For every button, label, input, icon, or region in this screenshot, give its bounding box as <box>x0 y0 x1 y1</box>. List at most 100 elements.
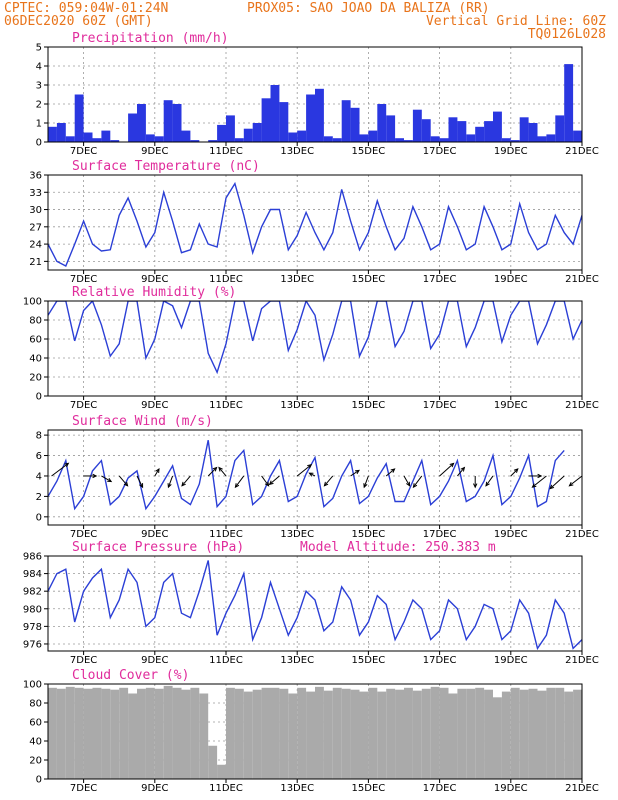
wind-arrow <box>385 468 395 477</box>
bar <box>128 113 137 142</box>
wind-arrow-head <box>549 484 555 490</box>
wind-arrow-head <box>354 469 360 475</box>
bar <box>466 134 476 142</box>
wind-arrow <box>101 475 112 483</box>
wind-arrow-head <box>568 481 574 487</box>
bar <box>332 138 342 142</box>
wind-arrow <box>269 475 280 485</box>
wind-arrow-head <box>473 483 478 489</box>
bar <box>484 121 493 142</box>
header-grid-note: Vertical Grid Line: 60Z <box>426 14 606 29</box>
y-tick-label: 24 <box>29 240 42 251</box>
bar <box>377 104 387 142</box>
bar <box>341 688 351 779</box>
y-tick-label: 8 <box>36 431 42 442</box>
wind-arrow-head <box>167 483 172 489</box>
wind-arrow <box>510 468 519 477</box>
bar <box>172 104 182 142</box>
y-tick-label: 2 <box>36 492 42 503</box>
x-tick-label: 17DEC <box>423 529 457 540</box>
bar <box>226 687 235 779</box>
bar <box>208 140 218 142</box>
series-line <box>48 301 582 375</box>
panel-border <box>47 683 583 780</box>
y-tick-label: 80 <box>29 316 42 327</box>
y-tick-label: 27 <box>29 222 42 233</box>
panel-title: Precipitation (mm/h) <box>72 31 229 46</box>
wind-arrow <box>234 475 245 488</box>
wind-arrow <box>51 462 69 477</box>
wind-arrow-head <box>412 483 418 489</box>
y-tick-label: 1 <box>36 119 42 130</box>
panel-plot-area <box>48 301 582 375</box>
x-tick-label: 7DEC <box>70 655 97 666</box>
x-tick-label: 19DEC <box>494 655 528 666</box>
panel-plot-area <box>48 64 582 142</box>
x-tick-label: 15DEC <box>352 783 386 794</box>
y-tick-label: 980 <box>23 604 42 615</box>
x-tick-label: 21DEC <box>565 529 599 540</box>
x-tick-label: 9DEC <box>141 655 168 666</box>
bar <box>430 686 440 779</box>
bar <box>110 140 120 142</box>
y-tick-label: 0 <box>36 138 42 149</box>
x-tick-label: 9DEC <box>141 783 168 794</box>
panel-1: 21 24 27 30 33 36 7DEC 9DEC 11DEC 13DEC 15DEC 17DEC… <box>29 159 599 285</box>
panel-plot-area <box>48 685 582 779</box>
panel-annotation: Model Altitude: 250.383 m <box>300 540 496 555</box>
x-tick-label: 13DEC <box>280 783 314 794</box>
wind-arrow-head <box>139 483 144 489</box>
wind-arrow-head <box>406 481 411 487</box>
wind-arrow <box>136 475 144 488</box>
panel-title: Relative Humidity (%) <box>72 285 236 300</box>
x-tick-label: 7DEC <box>70 783 97 794</box>
x-tick-label: 13DEC <box>280 529 314 540</box>
wind-arrow <box>549 475 565 489</box>
bar <box>217 124 226 142</box>
y-tick-label: 33 <box>29 188 42 199</box>
wind-arrow-head <box>537 473 543 479</box>
wind-arrow-head <box>212 466 218 472</box>
y-tick-label: 100 <box>23 297 42 308</box>
x-tick-label: 7DEC <box>70 400 97 411</box>
series-line <box>48 560 582 651</box>
bar <box>172 687 182 779</box>
x-tick-label: 9DEC <box>141 146 168 157</box>
bar <box>510 687 520 779</box>
x-tick-label: 11DEC <box>209 400 243 411</box>
wind-arrow-head <box>531 483 537 488</box>
bar <box>306 94 315 142</box>
bar <box>475 687 485 779</box>
panel-border <box>47 46 583 143</box>
wind-arrow <box>569 475 582 487</box>
panel-5: 0 20 40 60 80 100 7DEC 9DEC 11DEC 13DEC 15DEC 17DEC… <box>23 668 599 794</box>
panel-2: 0 20 40 60 80 100 7DEC 9DEC 11DEC 13DEC 15DEC 17DEC… <box>23 285 599 411</box>
wind-arrow-head <box>363 483 368 489</box>
bar <box>421 688 431 779</box>
bar <box>528 688 538 779</box>
bar <box>154 136 164 142</box>
bar <box>404 140 413 142</box>
x-tick-label: 19DEC <box>494 529 528 540</box>
bar <box>323 136 333 142</box>
x-tick-label: 15DEC <box>352 274 386 285</box>
x-tick-label: 17DEC <box>423 146 457 157</box>
bar <box>510 140 520 142</box>
bar <box>181 130 191 142</box>
bar <box>199 693 209 779</box>
wind-arrow <box>457 467 465 477</box>
bar <box>110 689 120 779</box>
x-tick-label: 21DEC <box>565 400 599 411</box>
wind-arrow <box>485 475 494 487</box>
x-tick-label: 13DEC <box>280 274 314 285</box>
y-tick-label: 20 <box>29 373 42 384</box>
y-tick-label: 60 <box>29 718 42 729</box>
bar <box>226 115 235 142</box>
y-tick-label: 4 <box>36 471 42 482</box>
bar <box>288 132 298 142</box>
x-tick-label: 11DEC <box>209 783 243 794</box>
bar <box>137 688 146 779</box>
bar <box>359 691 369 779</box>
bar <box>279 102 289 142</box>
panel-title: Surface Temperature (nC) <box>72 159 260 174</box>
